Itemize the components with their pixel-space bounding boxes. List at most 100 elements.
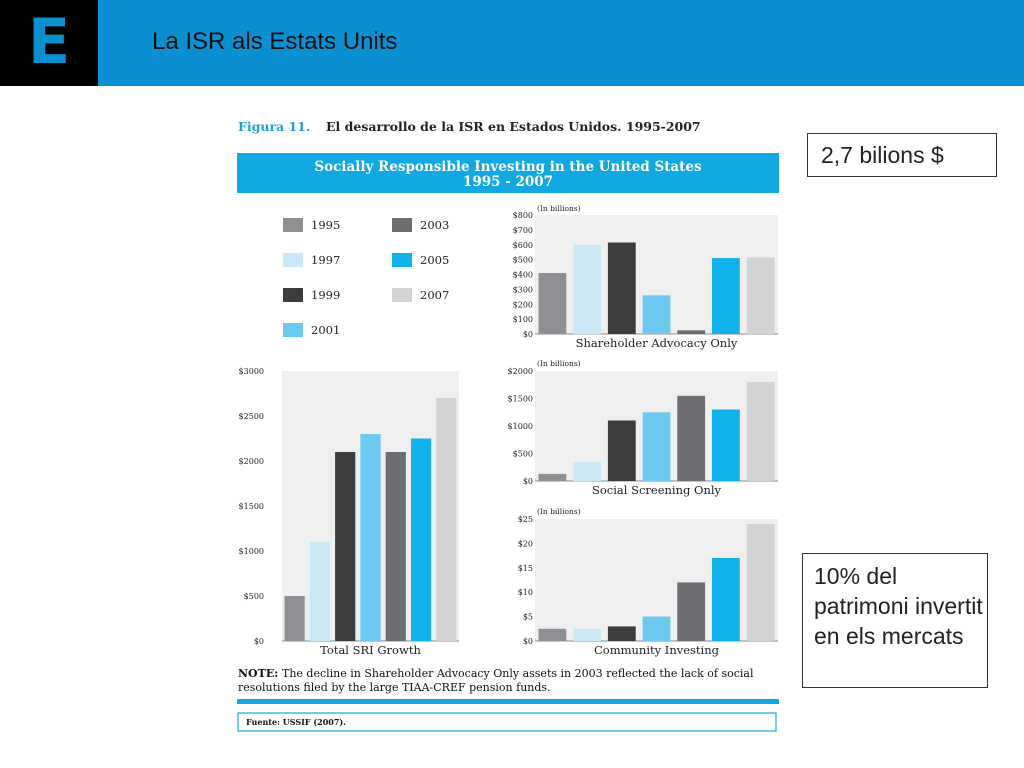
- bar-1999: [607, 242, 636, 334]
- y-tick-label: $2000: [508, 367, 533, 376]
- y-tick-label: $10: [518, 588, 533, 597]
- y-tick-label: $2500: [239, 412, 264, 421]
- legend: 1995 1997 1999 2001 2003 2005 2007: [283, 218, 449, 337]
- legend-swatch-2007: [392, 288, 412, 302]
- y-tick-label: $300: [513, 285, 533, 294]
- bar-1995: [284, 596, 305, 641]
- header-bar: [0, 0, 1024, 86]
- legend-label-2001: 2001: [311, 323, 340, 337]
- banner-years: 1995 - 2007: [463, 174, 553, 190]
- y-tick-label: $0: [523, 477, 533, 486]
- y-tick-label: $0: [523, 637, 533, 646]
- bar-1997: [573, 461, 601, 482]
- banner-title: Socially Responsible Investing in the Un…: [314, 159, 702, 175]
- callout-share: 10% del patrimoni invertit en els mercat…: [802, 553, 988, 688]
- unit-label: (In billions): [537, 507, 581, 516]
- bar-2003: [677, 395, 706, 482]
- figure-caption-text: El desarrollo de la ISR en Estados Unido…: [326, 119, 701, 134]
- bar-2005: [712, 558, 740, 641]
- y-tick-label: $20: [518, 539, 533, 548]
- source-text: Fuente: USSIF (2007).: [246, 717, 346, 727]
- chart-title: Total SRI Growth: [320, 643, 421, 657]
- y-tick-label: $2000: [239, 457, 264, 466]
- bar-2001: [360, 434, 381, 641]
- bar-1995: [538, 273, 567, 334]
- y-tick-label: $400: [513, 271, 533, 280]
- legend-label-1995: 1995: [311, 218, 340, 232]
- y-tick-label: $3000: [239, 367, 264, 376]
- y-tick-label: $25: [518, 515, 533, 524]
- y-tick-label: $1000: [508, 422, 533, 431]
- unit-label: (In billions): [537, 359, 581, 368]
- chart-title: Community Investing: [594, 643, 720, 657]
- y-tick-label: $15: [518, 564, 533, 573]
- bar-2003: [385, 452, 406, 641]
- y-tick-label: $5: [523, 613, 533, 622]
- bar-2003: [677, 330, 706, 334]
- note-divider: [237, 699, 779, 704]
- legend-label-2005: 2005: [420, 253, 449, 267]
- y-tick-label: $0: [523, 330, 533, 339]
- chart-title: Shareholder Advocacy Only: [576, 336, 738, 350]
- y-tick-label: $200: [513, 300, 533, 309]
- bar-2001: [642, 295, 671, 334]
- legend-swatch-1999: [283, 288, 303, 302]
- y-tick-label: $600: [513, 241, 533, 250]
- legend-swatch-2001: [283, 323, 303, 337]
- legend-label-1999: 1999: [311, 288, 340, 302]
- chart-social-screening: $0 $500 $1000 $1500 $2000 (In billions) Social…: [508, 359, 778, 497]
- bar-2005: [712, 409, 740, 481]
- y-tick-label: $700: [513, 226, 533, 235]
- note-line-1: The decline in Shareholder Advocacy Only…: [282, 667, 754, 680]
- bar-1997: [573, 244, 601, 335]
- bar-1999: [607, 626, 636, 641]
- bar-1999: [335, 452, 356, 641]
- charts: $0 $500 $1000 $1500 $2000 $2500 $3000 Total SRI…: [239, 204, 778, 657]
- bar-2001: [642, 412, 671, 482]
- y-tick-label: $100: [513, 315, 533, 324]
- y-tick-label: $1000: [239, 547, 264, 556]
- legend-label-2003: 2003: [420, 218, 449, 232]
- bar-2005: [712, 258, 740, 334]
- y-tick-label: $1500: [508, 395, 533, 404]
- bar-2005: [411, 438, 432, 641]
- bar-2007: [746, 523, 775, 641]
- note-label: NOTE:: [238, 667, 278, 680]
- figure-banner: [237, 153, 779, 193]
- logo: E: [0, 0, 98, 86]
- chart-shareholder-advocacy: $0 $100 $200 $300 $400 $500 $600 $700 $800 (In bi…: [513, 204, 778, 350]
- chart-total-sri-growth: $0 $500 $1000 $1500 $2000 $2500 $3000 Total SRI…: [239, 367, 459, 657]
- chart-title: Social Screening Only: [592, 483, 722, 497]
- legend-swatch-2005: [392, 253, 412, 267]
- bar-2007: [746, 382, 775, 481]
- y-tick-label: $500: [244, 592, 264, 601]
- bar-2007: [746, 257, 775, 334]
- legend-swatch-1997: [283, 253, 303, 267]
- bar-2003: [677, 582, 706, 641]
- legend-swatch-1995: [283, 218, 303, 232]
- y-tick-label: $800: [513, 211, 533, 220]
- bar-1999: [607, 420, 636, 481]
- bar-1997: [309, 542, 330, 641]
- legend-label-2007: 2007: [420, 288, 449, 302]
- slide-title: La ISR als Estats Units: [152, 28, 398, 55]
- logo-letter: E: [27, 5, 71, 78]
- source-box: [237, 712, 777, 732]
- chart-community-investing: $0 $5 $10 $15 $20 $25 (In billions) Community I…: [518, 507, 778, 657]
- y-tick-label: $0: [254, 637, 264, 646]
- y-tick-label: $1500: [239, 502, 264, 511]
- figure-caption-label: Figura 11.: [238, 119, 310, 134]
- callout-total: 2,7 bilions $: [807, 133, 997, 177]
- bar-1995: [538, 628, 567, 641]
- bar-2007: [436, 398, 457, 641]
- bar-1995: [538, 473, 567, 482]
- bar-2001: [642, 616, 671, 641]
- note-line-2: resolutions filed by the large TIAA-CREF…: [238, 681, 551, 694]
- unit-label: (In billions): [537, 204, 581, 213]
- y-tick-label: $500: [513, 450, 533, 459]
- y-tick-label: $500: [513, 256, 533, 265]
- legend-swatch-2003: [392, 218, 412, 232]
- legend-label-1997: 1997: [311, 253, 340, 267]
- bar-1997: [573, 628, 601, 641]
